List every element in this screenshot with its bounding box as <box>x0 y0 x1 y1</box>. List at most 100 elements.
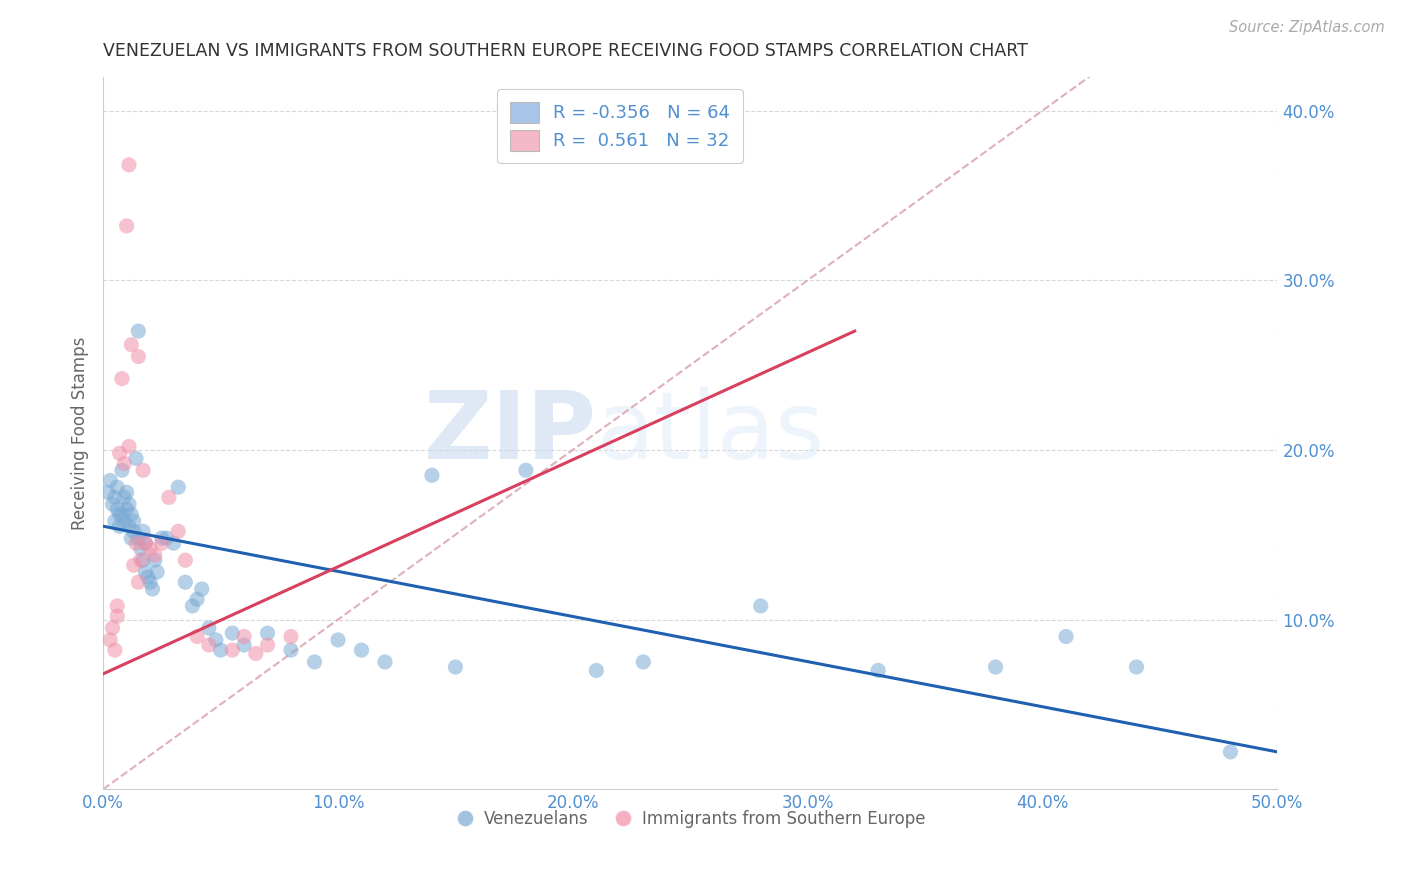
Point <box>118 519 141 533</box>
Point <box>1125 660 1147 674</box>
Point <box>104 491 127 505</box>
Point <box>129 541 152 556</box>
Point <box>191 582 214 596</box>
Point <box>105 609 128 624</box>
Text: VENEZUELAN VS IMMIGRANTS FROM SOUTHERN EUROPE RECEIVING FOOD STAMPS CORRELATION : VENEZUELAN VS IMMIGRANTS FROM SOUTHERN E… <box>103 42 1028 60</box>
Point <box>167 524 190 539</box>
Point <box>112 457 135 471</box>
Point <box>304 655 326 669</box>
Point <box>127 324 149 338</box>
Point <box>585 664 607 678</box>
Point <box>1054 630 1077 644</box>
Text: atlas: atlas <box>596 387 824 479</box>
Point <box>280 630 302 644</box>
Point <box>174 575 197 590</box>
Point <box>98 474 121 488</box>
Point <box>157 491 180 505</box>
Point <box>122 524 145 539</box>
Point <box>198 621 221 635</box>
Point <box>104 514 127 528</box>
Point <box>233 630 256 644</box>
Point <box>132 553 155 567</box>
Point <box>108 519 131 533</box>
Point <box>122 558 145 573</box>
Point <box>633 655 655 669</box>
Point <box>256 638 278 652</box>
Point <box>111 508 134 522</box>
Point <box>134 565 156 579</box>
Point <box>115 219 138 233</box>
Point <box>127 575 149 590</box>
Point <box>125 451 148 466</box>
Point <box>186 592 208 607</box>
Point <box>134 536 156 550</box>
Point <box>146 565 169 579</box>
Point <box>280 643 302 657</box>
Point <box>120 531 142 545</box>
Point <box>129 553 152 567</box>
Point <box>120 337 142 351</box>
Legend: Venezuelans, Immigrants from Southern Europe: Venezuelans, Immigrants from Southern Eu… <box>449 803 932 834</box>
Point <box>125 536 148 550</box>
Point <box>118 497 141 511</box>
Point <box>127 350 149 364</box>
Point <box>136 570 159 584</box>
Point <box>108 446 131 460</box>
Point <box>134 536 156 550</box>
Point <box>155 531 177 545</box>
Text: Source: ZipAtlas.com: Source: ZipAtlas.com <box>1229 20 1385 35</box>
Point <box>127 531 149 545</box>
Y-axis label: Receiving Food Stamps: Receiving Food Stamps <box>72 336 89 530</box>
Point <box>420 468 443 483</box>
Point <box>162 536 184 550</box>
Point <box>205 632 228 647</box>
Point <box>122 514 145 528</box>
Point <box>105 599 128 613</box>
Point <box>515 463 537 477</box>
Point <box>98 632 121 647</box>
Point <box>150 536 173 550</box>
Point <box>141 582 163 596</box>
Point <box>111 463 134 477</box>
Point <box>112 514 135 528</box>
Point <box>101 621 124 635</box>
Point <box>105 502 128 516</box>
Point <box>233 638 256 652</box>
Point <box>108 508 131 522</box>
Point <box>150 531 173 545</box>
Point <box>143 548 166 562</box>
Point <box>120 508 142 522</box>
Point <box>174 553 197 567</box>
Point <box>111 371 134 385</box>
Point <box>221 626 243 640</box>
Point <box>105 480 128 494</box>
Point <box>256 626 278 640</box>
Point <box>1219 745 1241 759</box>
Point <box>101 497 124 511</box>
Point <box>132 524 155 539</box>
Point <box>984 660 1007 674</box>
Point <box>326 632 349 647</box>
Point <box>167 480 190 494</box>
Point <box>374 655 396 669</box>
Point <box>868 664 890 678</box>
Point <box>181 599 204 613</box>
Point <box>209 643 232 657</box>
Point <box>444 660 467 674</box>
Point <box>186 630 208 644</box>
Point <box>112 491 135 505</box>
Point <box>245 647 267 661</box>
Point <box>198 638 221 652</box>
Point <box>749 599 772 613</box>
Point <box>97 485 120 500</box>
Point <box>118 440 141 454</box>
Point <box>132 463 155 477</box>
Point <box>143 553 166 567</box>
Point <box>221 643 243 657</box>
Text: ZIP: ZIP <box>423 387 596 479</box>
Point <box>350 643 373 657</box>
Point <box>139 575 162 590</box>
Point <box>115 502 138 516</box>
Point <box>115 485 138 500</box>
Point <box>104 643 127 657</box>
